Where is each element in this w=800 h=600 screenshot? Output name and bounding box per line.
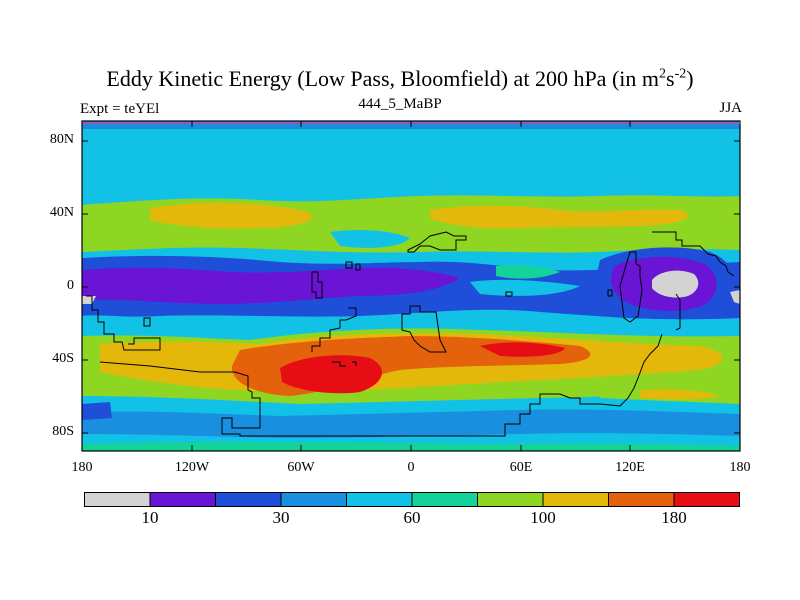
lat-label-80s: 80S bbox=[52, 424, 74, 439]
lon-label-0: 0 bbox=[407, 460, 415, 475]
lon-label-120w: 120W bbox=[174, 460, 210, 475]
colorbar-box-0 bbox=[84, 492, 151, 507]
run-label: 444_5_MaBP bbox=[358, 96, 442, 112]
title-unit-base: s bbox=[666, 66, 675, 91]
colorbar-label-100: 100 bbox=[530, 508, 556, 527]
title-close: ) bbox=[686, 66, 694, 91]
season-label: JJA bbox=[719, 100, 742, 116]
lon-label-180w: 180 bbox=[71, 460, 93, 475]
colorbar-label-180: 180 bbox=[661, 508, 687, 527]
title-text: Eddy Kinetic Energy (Low Pass, Bloomfiel… bbox=[106, 66, 659, 91]
experiment-label: Expt = teYEl bbox=[80, 101, 160, 117]
axis-ticks bbox=[81, 121, 741, 451]
lat-label-0: 0 bbox=[67, 278, 74, 293]
lat-label-40n: 40N bbox=[49, 205, 74, 220]
colorbar bbox=[84, 492, 740, 507]
map-title: Eddy Kinetic Energy (Low Pass, Bloomfiel… bbox=[0, 66, 800, 92]
colorbar-box-4 bbox=[346, 492, 413, 507]
colorbar-box-5 bbox=[411, 492, 478, 507]
colorbar-box-3 bbox=[280, 492, 347, 507]
colorbar-box-9 bbox=[673, 492, 740, 507]
colorbar-box-2 bbox=[215, 492, 282, 507]
lon-label-60w: 60W bbox=[287, 460, 315, 475]
lat-label-40s: 40S bbox=[52, 351, 74, 366]
lon-label-60e: 60E bbox=[509, 460, 533, 475]
colorbar-box-6 bbox=[477, 492, 544, 507]
lon-label-120e: 120E bbox=[615, 460, 645, 475]
lon-label-180e: 180 bbox=[729, 460, 751, 475]
colorbar-box-7 bbox=[542, 492, 609, 507]
colorbar-box-8 bbox=[608, 492, 675, 507]
lat-label-80n: 80N bbox=[49, 132, 74, 147]
title-unit-exp2: -2 bbox=[674, 66, 687, 82]
title-unit-exp1: 2 bbox=[659, 66, 666, 82]
colorbar-label-10: 10 bbox=[141, 508, 159, 527]
coastlines bbox=[86, 231, 735, 437]
colorbar-label-60: 60 bbox=[403, 508, 421, 527]
colorbar-box-1 bbox=[149, 492, 216, 507]
colorbar-label-30: 30 bbox=[272, 508, 290, 527]
